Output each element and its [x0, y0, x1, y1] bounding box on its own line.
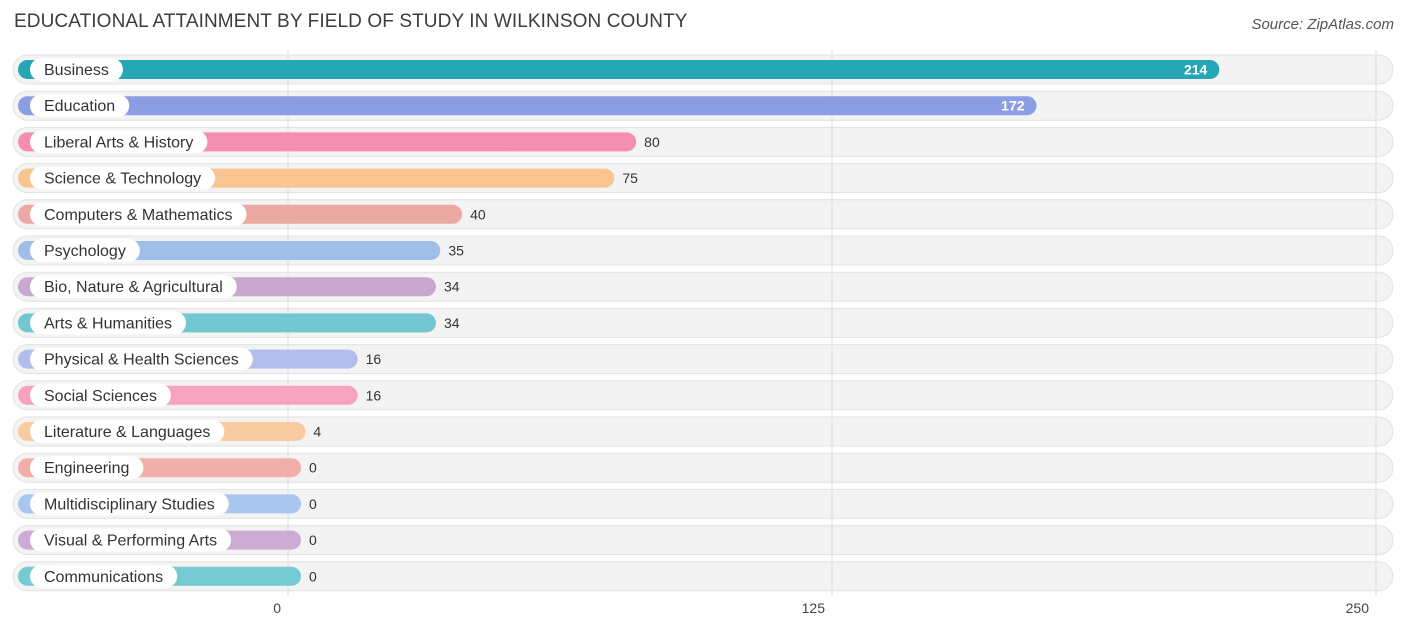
- value-label: 34: [444, 279, 460, 295]
- bar-track: [12, 380, 1394, 411]
- bar[interactable]: [18, 96, 1037, 116]
- value-label: 0: [309, 460, 317, 476]
- bar-label: Communications: [44, 569, 163, 586]
- bar-label-pill: [30, 420, 225, 443]
- tick-label: 125: [802, 600, 826, 616]
- tick-label: 250: [1346, 600, 1370, 616]
- bar-track: [12, 488, 1394, 519]
- bar-label-pill: [30, 311, 187, 335]
- bar-label: Arts & Humanities: [44, 315, 172, 332]
- bar-label-pill: [30, 383, 171, 407]
- bar-label: Bio, Nature & Agricultural: [44, 279, 223, 296]
- bar-label-pill: [30, 166, 216, 190]
- value-label: 16: [366, 351, 382, 367]
- value-label: 40: [470, 206, 486, 222]
- bar-track: [12, 344, 1394, 375]
- chart-title: EDUCATIONAL ATTAINMENT BY FIELD OF STUDY…: [14, 11, 688, 32]
- bar-label-pill: [30, 347, 253, 371]
- bar-label: Education: [44, 98, 115, 115]
- bar-label: Psychology: [44, 243, 126, 260]
- value-label: 0: [309, 532, 317, 548]
- bar-label: Literature & Languages: [44, 424, 210, 441]
- bar-label: Liberal Arts & History: [44, 134, 193, 151]
- bar-label: Social Sciences: [44, 388, 157, 405]
- bar-track: [12, 452, 1394, 483]
- bar-label: Physical & Health Sciences: [44, 352, 239, 369]
- bar-label: Business: [44, 62, 109, 79]
- value-label: 0: [309, 568, 317, 584]
- value-label: 75: [622, 170, 638, 186]
- bar-track: [12, 525, 1394, 556]
- bar-label-pill: [30, 564, 178, 588]
- bar-track: [12, 561, 1394, 592]
- bar-track: [12, 416, 1394, 447]
- bar-label-pill: [30, 94, 130, 118]
- value-label: 0: [309, 496, 317, 512]
- bar-label-pill: [30, 58, 123, 81]
- value-label: 4: [313, 424, 321, 440]
- value-label: 16: [366, 387, 382, 403]
- bar-label: Science & Technology: [44, 171, 201, 188]
- tick-label: 0: [273, 600, 281, 616]
- bar-label: Multidisciplinary Studies: [44, 496, 215, 513]
- bar-label: Engineering: [44, 460, 129, 477]
- value-label: 172: [1001, 98, 1025, 114]
- value-label: 214: [1184, 62, 1208, 78]
- bar-label-pill: [30, 239, 140, 262]
- bar-label-pill: [30, 456, 144, 480]
- bar-label-pill: [30, 130, 208, 154]
- bar[interactable]: [18, 60, 1220, 79]
- bar-label-pill: [30, 202, 247, 226]
- bar-label: Visual & Performing Arts: [44, 533, 217, 550]
- value-label: 80: [644, 134, 660, 150]
- value-label: 35: [448, 243, 464, 259]
- value-label: 34: [444, 315, 460, 331]
- chart-source: Source: ZipAtlas.com: [1251, 16, 1394, 33]
- bar-label-pill: [30, 528, 232, 552]
- bar-label: Computers & Mathematics: [44, 207, 233, 224]
- bar-label-pill: [30, 492, 229, 516]
- bar-label-pill: [30, 275, 237, 299]
